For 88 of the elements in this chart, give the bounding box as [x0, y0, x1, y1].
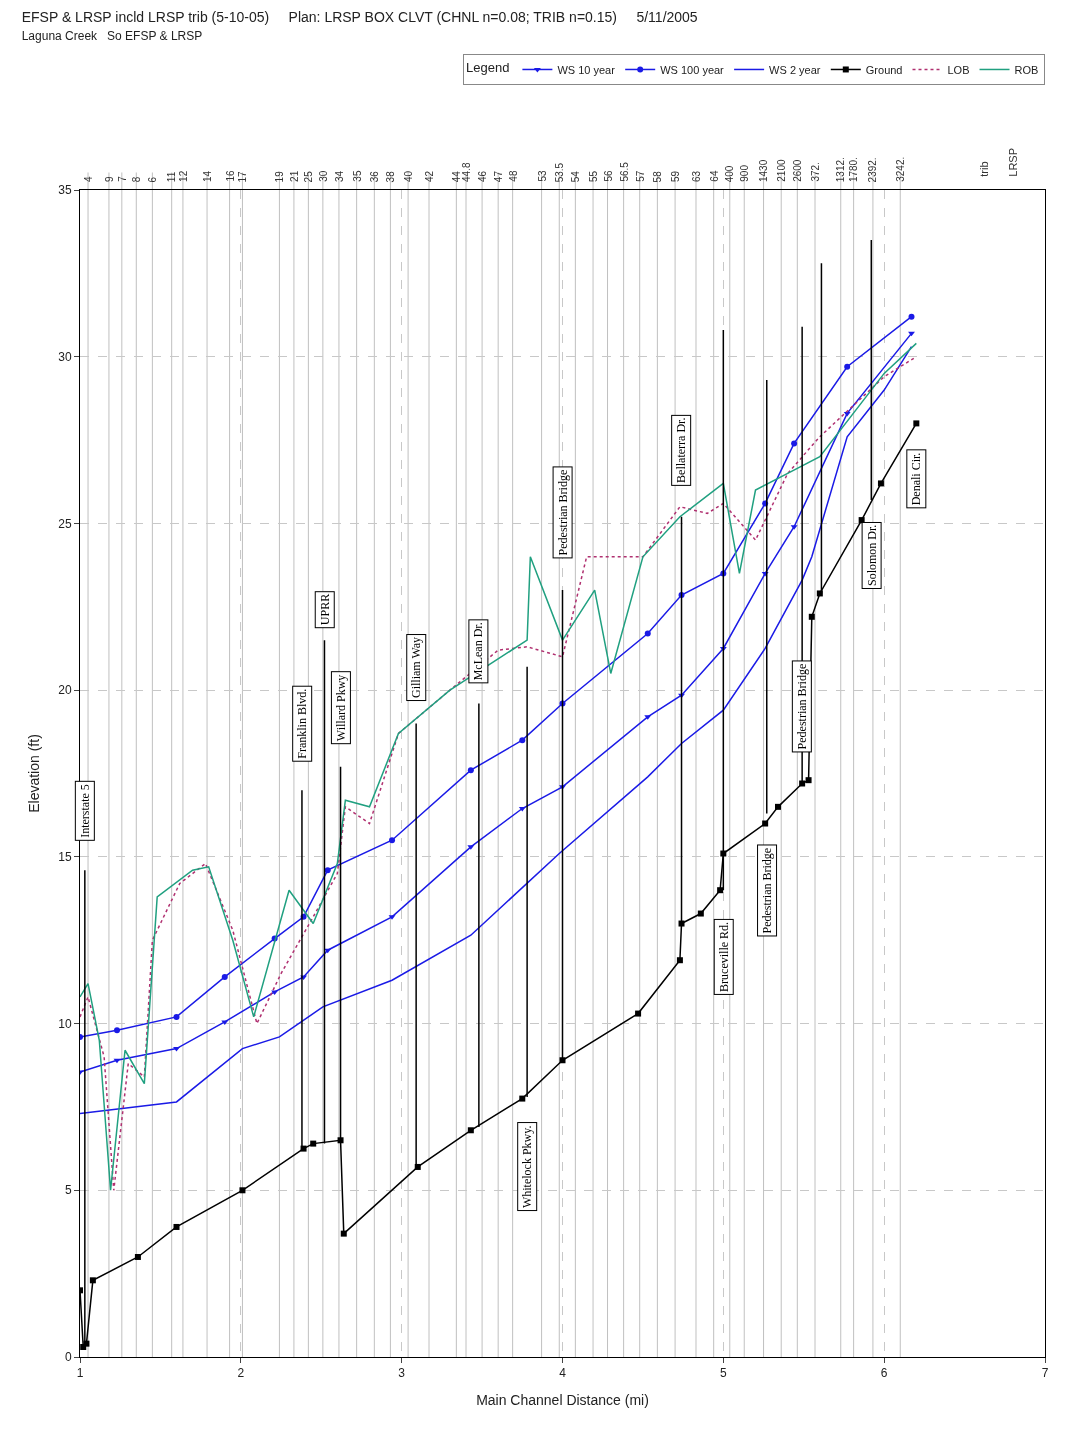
- annotation: 21: [288, 170, 300, 182]
- annotation: 64: [708, 170, 720, 182]
- annotation: 55: [588, 170, 600, 183]
- annotation: 58: [652, 170, 664, 183]
- annotation: 12: [177, 170, 189, 182]
- annotation: 56.5: [618, 161, 630, 182]
- annotation: 19: [274, 170, 286, 183]
- annotation: 6: [147, 176, 159, 183]
- annotation: 56: [602, 169, 614, 182]
- x-axis-title: Main Channel Distance (mi): [476, 1391, 649, 1408]
- x-tick-label: 2: [237, 1366, 245, 1381]
- legend-label: LOB: [947, 63, 970, 76]
- annotation: 30: [317, 170, 329, 182]
- annotation: 17: [237, 170, 249, 183]
- chart-title: EFSP & LRSP incld LRSP trib (5-10-05) Plan: LRSP BOX CLVT (CHNL n=0.08; TRIB n=0.15) 5/11/2005: [21, 8, 698, 25]
- annotation: 11: [166, 171, 178, 183]
- annotation: Whitelock Pkwy.: [520, 1125, 535, 1209]
- annotation: 2100: [775, 159, 787, 182]
- annotation: 2600: [791, 159, 803, 182]
- annotation: 35: [351, 170, 363, 182]
- annotation: 42: [424, 170, 436, 183]
- annotation: 38: [385, 170, 397, 183]
- y-tick-label: 0: [64, 1350, 72, 1365]
- annotation: 34: [333, 170, 345, 182]
- annotation: 4: [83, 176, 95, 183]
- annotation: 2392.: [867, 157, 879, 183]
- annotation: 1312.: [835, 157, 847, 183]
- legend-title: Legend: [466, 59, 510, 75]
- annotation: 47: [493, 170, 505, 183]
- annotation: 53: [536, 170, 548, 182]
- y-tick-label: 5: [64, 1183, 72, 1198]
- legend-label: WS 10 year: [557, 63, 616, 76]
- legend-label: WS 2 year: [769, 63, 821, 76]
- annotation: Gilliam Way: [409, 636, 424, 699]
- annotation: 63: [690, 170, 702, 182]
- y-tick-label: 30: [58, 349, 72, 364]
- y-tick-label: 25: [58, 516, 72, 531]
- x-tick-label: 1: [76, 1366, 84, 1381]
- annotation: 14: [202, 170, 214, 183]
- annotation: 46: [477, 170, 489, 183]
- legend-label: WS 100 year: [660, 63, 725, 76]
- text: LRSP: [1007, 147, 1020, 177]
- annotation: 3242.: [894, 156, 906, 182]
- annotation: Bruceville Rd.: [716, 921, 731, 992]
- annotation: 57: [634, 170, 646, 182]
- annotation: Interstate 5: [77, 784, 92, 838]
- x-tick-label: 4: [559, 1366, 567, 1381]
- annotation: 36: [369, 170, 381, 183]
- legend-label: ROB: [1014, 63, 1039, 76]
- annotation: 7: [116, 175, 128, 182]
- annotation: Pedestrian Bridge: [794, 663, 809, 750]
- annotation: 44: [451, 170, 463, 183]
- annotation: 9: [103, 175, 115, 182]
- annotation: 40: [403, 170, 415, 183]
- x-tick-label: 3: [398, 1366, 406, 1381]
- annotation: Pedestrian Bridge: [555, 469, 570, 556]
- annotation: Bellaterra Dr.: [674, 417, 689, 483]
- annotation: Willard Pkwy: [333, 674, 348, 742]
- annotation: 1780.: [848, 157, 860, 183]
- annotation: 900: [738, 164, 750, 182]
- x-tick-label: 7: [1041, 1366, 1049, 1381]
- annotation: 44.8: [461, 162, 472, 182]
- x-tick-label: 6: [880, 1366, 888, 1381]
- annotation: 54: [570, 170, 582, 183]
- y-tick-label: 15: [58, 850, 72, 865]
- annotation: 400: [724, 165, 736, 183]
- annotation: Denali Cir.: [909, 452, 924, 506]
- legend-label: Ground: [865, 63, 903, 76]
- annotation: 48: [507, 170, 519, 182]
- annotation: McLean Dr.: [471, 622, 486, 681]
- annotation: 8: [131, 176, 143, 183]
- y-tick-label: 10: [58, 1016, 72, 1031]
- annotation: 53.5: [554, 162, 566, 183]
- text: trib: [978, 161, 991, 177]
- annotation: Franklin Blvd.: [295, 688, 310, 759]
- annotation: 1430: [758, 159, 770, 183]
- annotation: 16: [224, 170, 236, 182]
- annotation: 372.: [809, 162, 821, 182]
- annotation: Pedestrian Bridge: [760, 847, 775, 934]
- y-tick-label: 20: [58, 683, 72, 698]
- annotation: 59: [670, 170, 682, 183]
- annotation: UPRR: [317, 593, 332, 626]
- annotation: Solomon Dr.: [864, 524, 879, 586]
- annotation: 25: [303, 170, 315, 183]
- y-tick-label: 35: [58, 183, 72, 198]
- x-tick-label: 5: [719, 1366, 727, 1381]
- chart-subtitle: Laguna Creek So EFSP & LRSP: [21, 28, 203, 43]
- y-axis-title: Elevation (ft): [25, 734, 42, 813]
